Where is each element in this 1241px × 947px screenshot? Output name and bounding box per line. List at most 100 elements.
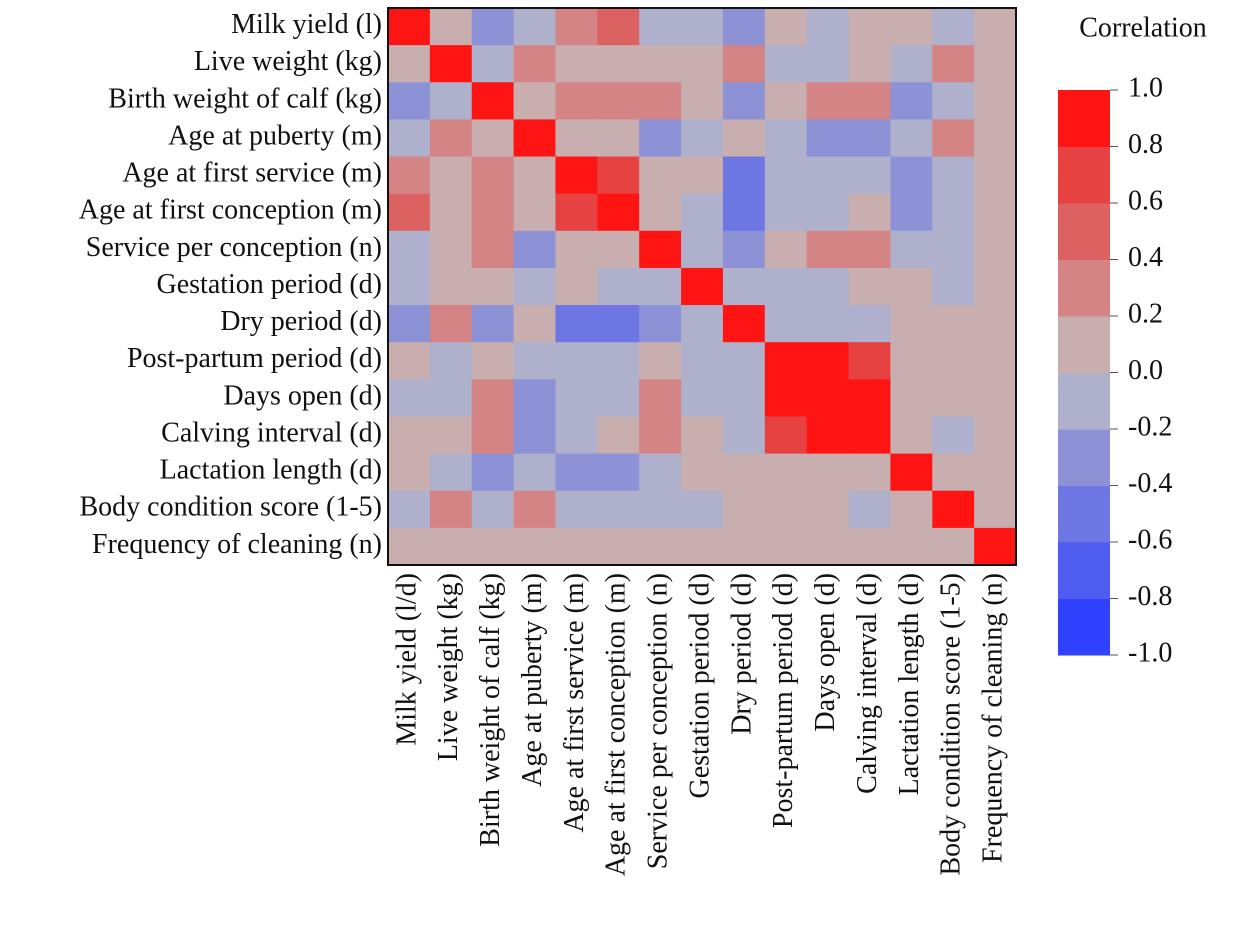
heatmap-cell [429,193,473,232]
plot-frame [387,7,1017,566]
heatmap-cell [932,379,975,417]
heatmap-cell [388,453,431,492]
heatmap-cell [848,416,891,455]
heatmap-cell [555,82,598,120]
heatmap-cell [932,490,975,529]
y-tick-label: Post-partum period (d) [127,343,382,374]
heatmap-cell [639,527,682,566]
heatmap-cell [848,267,891,306]
heatmap-cell [932,416,975,455]
heatmap-cell [932,193,975,232]
heatmap-cell [722,305,766,343]
heatmap-cell [639,82,682,120]
heatmap-cell [848,119,891,158]
heatmap-cell [429,8,473,46]
colorbar-tick-label: 0.8 [1128,129,1163,160]
heatmap-cell [890,45,933,83]
y-tick-label: Body condition score (1-5) [80,492,383,523]
heatmap-cell [806,453,850,492]
heatmap-cell [597,8,640,46]
heatmap-cell [806,45,850,83]
heatmap-cell [597,82,640,120]
heatmap-cell [722,8,766,46]
heatmap-cell [764,156,808,195]
heatmap-cell [471,156,515,195]
heatmap-cell [513,342,556,380]
heatmap-cell [806,119,850,158]
heatmap-cell [974,119,1017,158]
x-tick-label: Age at puberty (m) [517,573,548,787]
heatmap-cell [513,156,556,195]
heatmap-cell [639,193,682,232]
heatmap-cell [555,490,598,529]
heatmap-cell [555,230,598,269]
heatmap-cell [388,230,431,269]
heatmap-cell [471,230,515,269]
heatmap-cell [974,453,1017,492]
colorbar-tick-label: -0.6 [1128,524,1172,555]
heatmap-cell [764,230,808,269]
heatmap-cell [429,527,473,566]
colorbar-bin [1058,429,1110,486]
y-tick-label: Frequency of cleaning (n) [92,529,382,560]
heatmap-cell [388,119,431,158]
heatmap-cell [890,193,933,232]
heatmap-cell [681,8,724,46]
heatmap-cell [681,379,724,417]
heatmap-cell [974,45,1017,83]
heatmap-cell [722,193,766,232]
heatmap-cell [471,45,515,83]
heatmap-cell [890,267,933,306]
heatmap-cell [806,490,850,529]
heatmap-cell [890,379,933,417]
heatmap-cell [932,156,975,195]
heatmap-cell [681,119,724,158]
heatmap-cell [513,305,556,343]
heatmap-cell [974,416,1017,455]
heatmap-cell [722,342,766,380]
heatmap-cell [764,8,808,46]
x-tick-label: Age at first conception (m) [601,573,632,876]
heatmap-cell [681,416,724,455]
heatmap-cell [848,490,891,529]
heatmap-cell [764,342,808,380]
x-tick-label: Days open (d) [810,573,841,732]
heatmap-cell [597,305,640,343]
heatmap-cell [471,193,515,232]
x-tick-label: Service per conception (n) [643,573,674,869]
heatmap-cell [429,490,473,529]
heatmap-cell [932,305,975,343]
heatmap-cell [639,342,682,380]
heatmap-cell [471,119,515,158]
heatmap-cell [722,453,766,492]
x-tick-label: Frequency of cleaning (n) [977,573,1008,863]
y-tick-label: Lactation length (d) [160,455,382,486]
heatmap-cell [388,305,431,343]
heatmap-cell [471,379,515,417]
heatmap-cell [890,8,933,46]
heatmap-cell [974,230,1017,269]
heatmap-cell [848,379,891,417]
heatmap-cell [722,156,766,195]
heatmap-cell [639,379,682,417]
heatmap-cell [806,342,850,380]
heatmap-cell [681,453,724,492]
x-tick-label: Birth weight of calf (kg) [475,573,506,847]
heatmap-cell [848,453,891,492]
heatmap-cell [681,342,724,380]
x-tick-label: Calving interval (d) [852,573,883,794]
heatmap-cell [555,379,598,417]
heatmap-cell [429,82,473,120]
x-tick-label: Gestation period (d) [684,573,715,799]
heatmap-cell [932,82,975,120]
heatmap-cell [806,267,850,306]
heatmap-cell [513,416,556,455]
y-tick-label: Dry period (d) [220,306,382,337]
heatmap-cell [932,453,975,492]
heatmap-cell [513,230,556,269]
heatmap-cell [681,230,724,269]
heatmap-cell [471,267,515,306]
heatmap-cell [555,453,598,492]
y-tick-label: Service per conception (n) [86,232,382,263]
x-tick-label: Dry period (d) [726,573,757,735]
